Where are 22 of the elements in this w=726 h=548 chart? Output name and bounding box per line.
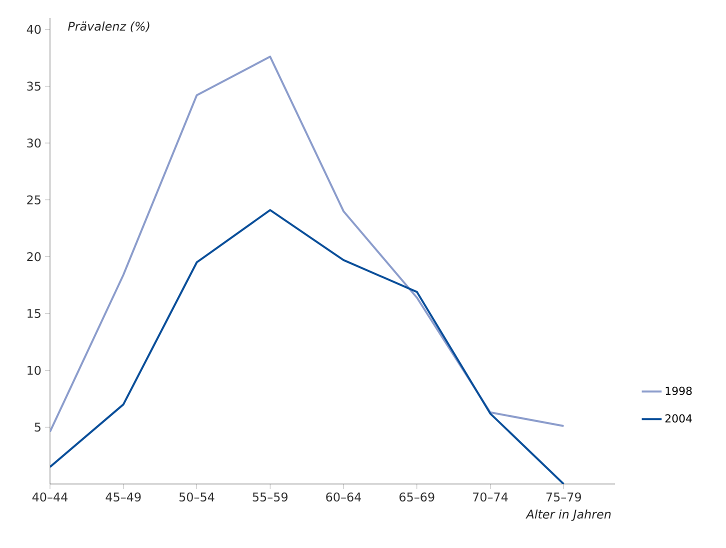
y-tick-label: 25 [27, 195, 40, 204]
x-tick-label: 45–49 [106, 492, 141, 502]
line-series [50, 56, 565, 433]
line-series [50, 209, 565, 484]
x-tick-label: 60–64 [326, 492, 362, 502]
y-tick-label: 10 [28, 366, 41, 375]
x-tick-label: 70–74 [473, 492, 508, 502]
y-tick-label: 35 [27, 82, 40, 91]
x-tick-label: 50–54 [179, 492, 214, 502]
legend-label: 1998 [666, 386, 692, 395]
x-tick-label: 55–59 [252, 492, 288, 502]
y-axis-title: Prävalenz (%) [68, 22, 150, 32]
y-tick-label: 20 [27, 252, 41, 262]
legend-label: 2004 [665, 414, 692, 423]
x-tick-label: 40–44 [32, 492, 68, 502]
x-tick-label: 65–69 [400, 492, 434, 502]
y-tick-label: 30 [27, 138, 41, 148]
x-tick-label: 75–79 [546, 492, 581, 502]
y-tick-label: 40 [26, 24, 41, 34]
x-axis-title: Alter in Jahren [526, 509, 611, 521]
y-tick-label: 15 [28, 309, 40, 318]
y-tick-label: 5 [34, 422, 40, 432]
